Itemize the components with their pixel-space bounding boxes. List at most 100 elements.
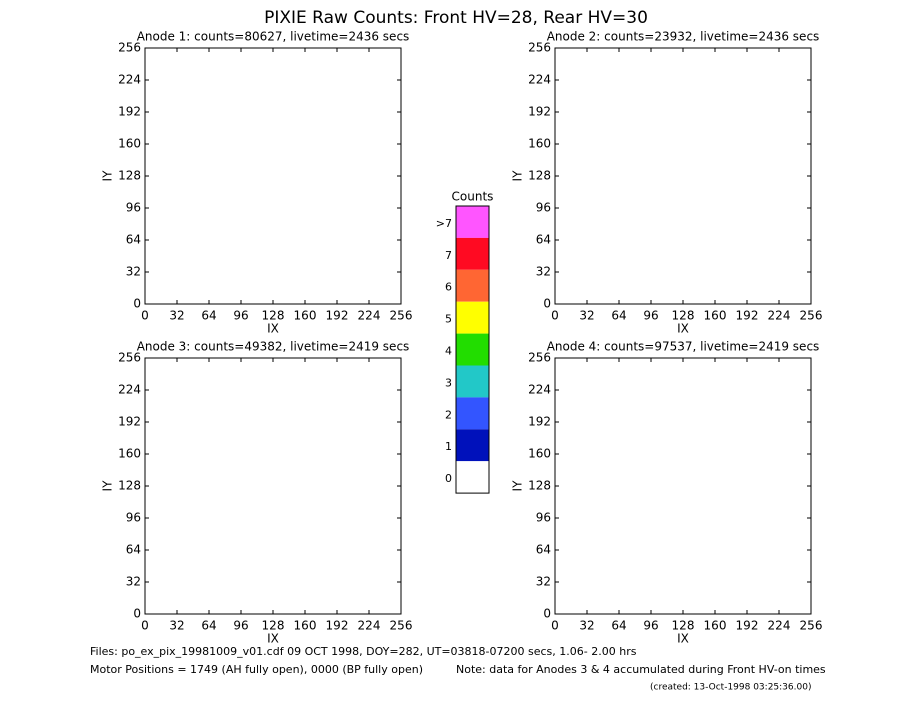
x-tick-label: 224 (768, 619, 791, 633)
x-tick-label: 64 (611, 309, 626, 323)
y-tick-label: 160 (118, 137, 141, 151)
panel-title: Anode 4: counts=97537, livetime=2419 sec… (547, 340, 820, 354)
colorbar-swatch (456, 397, 489, 430)
x-tick-label: 192 (326, 309, 349, 323)
y-tick-label: 256 (528, 351, 551, 365)
colorbar-label: 1 (445, 440, 452, 453)
x-tick-label: 160 (704, 309, 727, 323)
plot-frame (144, 47, 402, 305)
y-tick-label: 128 (118, 479, 141, 493)
x-tick-label: 224 (358, 619, 381, 633)
x-tick-label: 128 (672, 309, 695, 323)
y-tick-label: 96 (536, 511, 551, 525)
x-tick-label: 160 (704, 619, 727, 633)
x-tick-label: 128 (262, 619, 285, 633)
y-tick-label: 32 (126, 265, 141, 279)
y-tick-label: 0 (133, 607, 141, 621)
y-axis-label: IY (101, 170, 115, 182)
y-tick-label: 160 (118, 447, 141, 461)
x-tick-label: 224 (358, 309, 381, 323)
y-tick-label: 256 (118, 41, 141, 55)
footer-created: (created: 13-Oct-1998 03:25:36.00) (650, 683, 811, 693)
x-tick-label: 96 (233, 619, 248, 633)
footer-files: Files: po_ex_pix_19981009_v01.cdf 09 OCT… (90, 645, 637, 658)
y-tick-label: 32 (536, 265, 551, 279)
y-tick-label: 64 (536, 233, 551, 247)
colorbar-label: 2 (445, 408, 452, 421)
colorbar-label: 6 (445, 281, 452, 294)
y-tick-label: 224 (118, 383, 141, 397)
y-tick-label: 160 (528, 137, 551, 151)
panel-title: Anode 1: counts=80627, livetime=2436 sec… (137, 30, 410, 44)
x-tick-label: 32 (169, 619, 184, 633)
plot-frame (554, 47, 812, 305)
colorbar-label: >7 (436, 217, 452, 230)
footer-note: Note: data for Anodes 3 & 4 accumulated … (456, 663, 826, 676)
x-tick-label: 32 (579, 619, 594, 633)
x-tick-label: 192 (736, 309, 759, 323)
x-tick-label: 64 (201, 619, 216, 633)
x-tick-label: 64 (201, 309, 216, 323)
x-axis-label: IX (267, 322, 279, 336)
colorbar-title: Counts (452, 190, 494, 204)
colorbar-swatch (456, 365, 489, 398)
y-tick-label: 64 (126, 543, 141, 557)
y-tick-label: 192 (528, 415, 551, 429)
x-tick-label: 160 (294, 309, 317, 323)
y-tick-label: 128 (528, 479, 551, 493)
x-tick-label: 32 (579, 309, 594, 323)
y-tick-label: 224 (528, 73, 551, 87)
x-tick-label: 0 (551, 309, 559, 323)
panel-title: Anode 2: counts=23932, livetime=2436 sec… (547, 30, 820, 44)
x-tick-label: 0 (141, 619, 149, 633)
x-tick-label: 160 (294, 619, 317, 633)
colorbar-frame (455, 205, 490, 494)
x-tick-label: 96 (233, 309, 248, 323)
x-tick-label: 256 (800, 619, 823, 633)
main-title: PIXIE Raw Counts: Front HV=28, Rear HV=3… (264, 8, 648, 28)
y-tick-label: 64 (126, 233, 141, 247)
y-tick-label: 32 (536, 575, 551, 589)
y-tick-label: 224 (528, 383, 551, 397)
y-axis-label: IY (101, 480, 115, 492)
plot-frame (554, 357, 812, 615)
x-tick-label: 0 (141, 309, 149, 323)
colorbar-swatch (456, 333, 489, 366)
y-tick-label: 96 (126, 511, 141, 525)
y-tick-label: 128 (528, 169, 551, 183)
colorbar-label: 3 (445, 376, 452, 389)
colorbar-swatch (456, 461, 489, 494)
colorbar-label: 7 (445, 249, 452, 262)
y-tick-label: 256 (118, 351, 141, 365)
colorbar-label: 0 (445, 472, 452, 485)
x-tick-label: 32 (169, 309, 184, 323)
y-tick-label: 96 (126, 201, 141, 215)
y-tick-label: 0 (543, 607, 551, 621)
x-tick-label: 192 (736, 619, 759, 633)
y-tick-label: 256 (528, 41, 551, 55)
y-tick-label: 0 (543, 297, 551, 311)
colorbar-swatch (456, 301, 489, 334)
x-tick-label: 0 (551, 619, 559, 633)
y-tick-label: 192 (528, 105, 551, 119)
y-tick-label: 0 (133, 297, 141, 311)
x-axis-label: IX (677, 322, 689, 336)
footer-motor: Motor Positions = 1749 (AH fully open), … (90, 663, 423, 676)
colorbar-swatch (456, 206, 489, 238)
y-tick-label: 64 (536, 543, 551, 557)
y-tick-label: 96 (536, 201, 551, 215)
y-tick-label: 192 (118, 105, 141, 119)
panel-title: Anode 3: counts=49382, livetime=2419 sec… (137, 340, 410, 354)
colorbar-label: 4 (445, 345, 452, 358)
x-tick-label: 224 (768, 309, 791, 323)
x-tick-label: 96 (643, 619, 658, 633)
x-tick-label: 192 (326, 619, 349, 633)
colorbar-label: 5 (445, 313, 452, 326)
y-tick-label: 160 (528, 447, 551, 461)
y-axis-label: IY (511, 170, 525, 182)
y-axis-label: IY (511, 480, 525, 492)
x-tick-label: 256 (390, 309, 413, 323)
x-tick-label: 256 (390, 619, 413, 633)
y-tick-label: 224 (118, 73, 141, 87)
